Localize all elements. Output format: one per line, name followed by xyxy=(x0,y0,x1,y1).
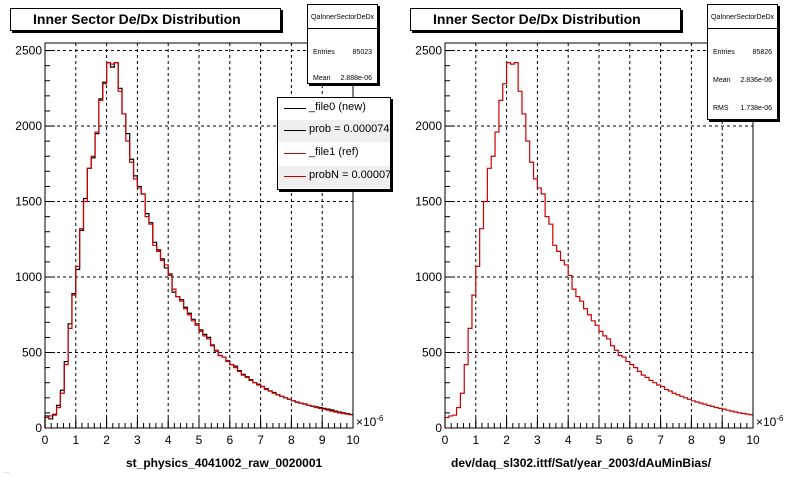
right-x-tick-label-9: 9 xyxy=(719,433,726,447)
left-stats-name: QaInnerSectorDeDx xyxy=(308,14,377,29)
left-title-box: Inner Sector De/Dx Distribution xyxy=(10,8,281,31)
right-x-tick-label-0: 0 xyxy=(442,433,449,447)
left-y-tick-label-0: 0 xyxy=(35,421,42,435)
legend-entry-prob: prob = 0.000074 xyxy=(278,120,390,142)
right-x-tick-label-2: 2 xyxy=(503,433,510,447)
left-title: Inner Sector De/Dx Distribution xyxy=(33,11,241,27)
legend-swatch-ref xyxy=(284,153,306,154)
left-x-tick-label-1: 1 xyxy=(72,433,79,447)
left-y-tick-label-3: 1500 xyxy=(15,195,42,209)
right-x-tick-label-8: 8 xyxy=(688,433,695,447)
left-y-tick-label-2: 1000 xyxy=(15,270,42,284)
left-y-tick-label-1: 500 xyxy=(22,346,42,360)
legend-entry-ref: _file1 (ref) xyxy=(278,143,390,165)
left-legend: _file0 (new) prob = 0.000074 _file1 (ref… xyxy=(277,97,391,190)
right-x-multiplier: ×10-6 xyxy=(756,414,784,429)
right-y-tick-label-5: 2500 xyxy=(415,44,442,58)
legend-swatch-prob xyxy=(284,130,306,131)
left-x-tick-label-7: 7 xyxy=(257,433,264,447)
right-y-tick-label-0: 0 xyxy=(435,421,442,435)
left-x-tick-label-2: 2 xyxy=(103,433,110,447)
right-x-tick-label-10: 10 xyxy=(746,433,760,447)
left-y-tick-label-4: 2000 xyxy=(15,119,42,133)
right-stats-name: QaInnerSectorDeDx xyxy=(708,14,777,29)
left-x-axis-title: st_physics_4041002_raw_0020001 xyxy=(126,456,323,470)
right-x-tick-label-7: 7 xyxy=(657,433,664,447)
left-x-tick-label-6: 6 xyxy=(226,433,233,447)
right-series-0-histogram xyxy=(444,62,753,428)
right-y-tick-label-1: 500 xyxy=(422,346,442,360)
legend-entry-new: _file0 (new) xyxy=(278,98,390,120)
legend-swatch-new xyxy=(284,108,306,109)
left-footer-text: ... xyxy=(4,468,10,475)
right-title-box: Inner Sector De/Dx Distribution xyxy=(410,8,681,31)
right-x-tick-label-1: 1 xyxy=(472,433,479,447)
right-x-tick-label-6: 6 xyxy=(626,433,633,447)
legend-swatch-probn xyxy=(284,176,306,177)
left-x-tick-label-4: 4 xyxy=(165,433,172,447)
left-series-1-histogram xyxy=(44,62,353,428)
right-title: Inner Sector De/Dx Distribution xyxy=(433,11,641,27)
right-stats-box: QaInnerSectorDeDx Entries 85826 Mean 2.8… xyxy=(707,4,778,120)
left-x-tick-label-3: 3 xyxy=(134,433,141,447)
legend-entry-probn: probN = 0.00007 xyxy=(278,166,390,188)
left-x-multiplier: ×10-6 xyxy=(356,414,384,429)
left-x-tick-label-10: 10 xyxy=(346,433,360,447)
right-y-tick-label-2: 1000 xyxy=(415,270,442,284)
right-x-axis-title: dev/daq_sl302.ittf/Sat/year_2003/dAuMinB… xyxy=(451,456,712,470)
right-x-tick-label-4: 4 xyxy=(565,433,572,447)
right-histogram-plot: 0 1 2 3 4 5 6 7 8 9 10 0 500 1000 1500 2000 2500 ×10-6 xyxy=(415,42,784,447)
left-y-tick-label-5: 2500 xyxy=(15,44,42,58)
right-x-tick-label-5: 5 xyxy=(596,433,603,447)
left-histogram-plot: 0 1 2 3 4 5 6 7 8 9 10 0 500 1000 1500 2000 2500 ×10-6 xyxy=(15,42,384,447)
right-y-tick-label-3: 1500 xyxy=(415,195,442,209)
right-y-tick-label-4: 2000 xyxy=(415,119,442,133)
right-x-tick-label-3: 3 xyxy=(534,433,541,447)
left-stats-box: QaInnerSectorDeDx Entries 85023 Mean 2.8… xyxy=(307,4,378,84)
left-x-tick-label-8: 8 xyxy=(288,433,295,447)
left-x-tick-label-9: 9 xyxy=(319,433,326,447)
left-x-tick-label-0: 0 xyxy=(42,433,49,447)
left-x-tick-label-5: 5 xyxy=(196,433,203,447)
